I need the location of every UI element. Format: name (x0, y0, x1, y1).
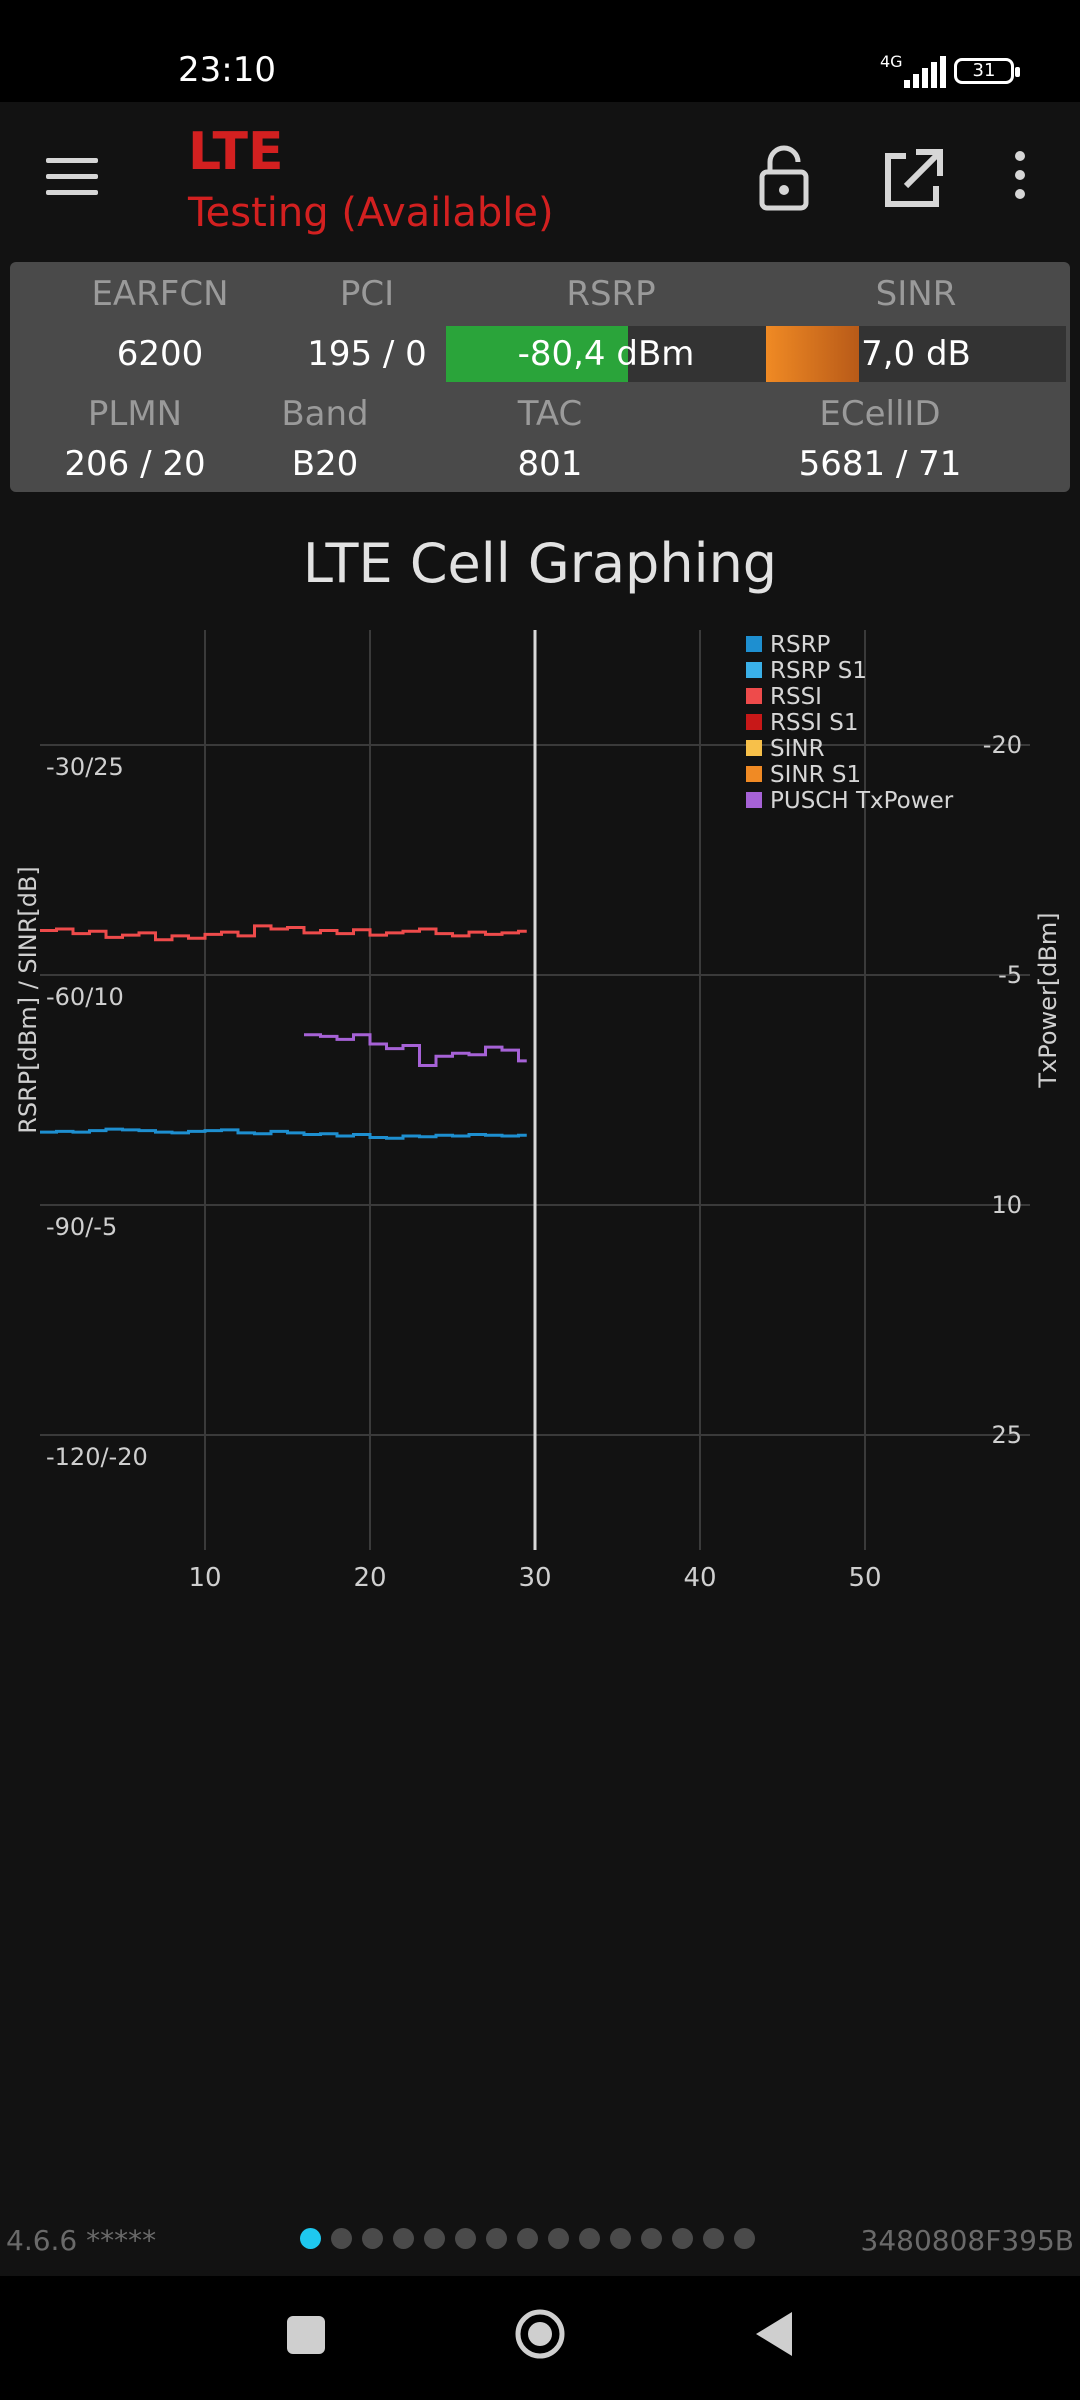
y-tick-label: -60/10 (46, 983, 124, 1011)
status-time: 23:10 (178, 50, 276, 90)
legend-swatch (746, 636, 762, 652)
recents-button[interactable] (287, 2316, 325, 2354)
legend-swatch (746, 740, 762, 756)
battery-icon: 31 (954, 58, 1020, 84)
y-tick-label: -30/25 (46, 753, 124, 781)
y-tick-label: -120/-20 (46, 1443, 148, 1471)
legend-swatch (746, 792, 762, 808)
cell-info-panel: EARFCN PCI RSRP SINR 6200 195 / 0 -80,4 … (10, 262, 1070, 492)
page-dot[interactable] (486, 2228, 507, 2249)
legend-entry: PUSCH TxPower (770, 788, 954, 814)
menu-icon[interactable] (46, 158, 98, 198)
legend-swatch (746, 662, 762, 678)
ecellid-value: 5681 / 71 (798, 444, 962, 484)
tac-value: 801 (517, 444, 583, 484)
pci-label: PCI (339, 274, 395, 314)
pci-value: 195 / 0 (307, 334, 427, 374)
sinr-label: SINR (875, 274, 957, 314)
rsrp-meter: -80,4 dBm (446, 326, 766, 382)
system-nav-bar (0, 2276, 1080, 2400)
page-dot[interactable] (455, 2228, 476, 2249)
device-id: 3480808F395B (860, 2224, 1074, 2257)
rsrp-value: -80,4 dBm (517, 334, 695, 374)
page-dot[interactable] (703, 2228, 724, 2249)
signal-icon (904, 56, 946, 88)
sinr-value: 7,0 dB (861, 334, 971, 374)
page-dot[interactable] (672, 2228, 693, 2249)
back-button[interactable] (752, 2308, 794, 2360)
tac-label: TAC (517, 394, 583, 434)
page-dot[interactable] (548, 2228, 569, 2249)
legend-entry: RSRP (770, 632, 831, 658)
home-button[interactable] (514, 2308, 566, 2360)
app-bar: LTE Testing (Available) (0, 102, 1080, 262)
graph-title: LTE Cell Graphing (302, 532, 778, 595)
y-tick-label: -90/-5 (46, 1213, 117, 1241)
band-value: B20 (291, 444, 359, 484)
page-dot[interactable] (393, 2228, 414, 2249)
page-dot[interactable] (579, 2228, 600, 2249)
page-dot[interactable] (517, 2228, 538, 2249)
page-dot[interactable] (300, 2228, 321, 2249)
legend-swatch (746, 766, 762, 782)
page-dot[interactable] (424, 2228, 445, 2249)
lte-cell-chart[interactable]: 10 20 30 40 50 -30/25 -60/10 -90/-5 -120/-20 -20 -… (0, 620, 1080, 1620)
legend-entry: RSRP S1 (770, 658, 867, 684)
series-line-rsrp (40, 1127, 527, 1140)
y2-axis-title: TxPower[dBm] (1034, 912, 1062, 1088)
sinr-meter-fill (766, 326, 859, 382)
open-external-icon[interactable] (880, 142, 944, 212)
x-tick-label: 30 (518, 1563, 551, 1593)
y2-tick-label: -5 (998, 961, 1022, 989)
page-dot[interactable] (610, 2228, 631, 2249)
x-tick-label: 50 (848, 1563, 881, 1593)
plmn-label: PLMN (87, 394, 183, 434)
legend-entry: RSSI S1 (770, 710, 859, 736)
rsrp-label: RSRP (566, 274, 656, 314)
legend-entry: RSSI (770, 684, 822, 710)
series-line-pusch-txpower (304, 1033, 527, 1067)
earfcn-label: EARFCN (91, 274, 229, 314)
x-tick-label: 10 (188, 1563, 221, 1593)
legend-entry: SINR (770, 736, 825, 762)
page-subtitle: Testing (Available) (188, 190, 554, 236)
ecellid-label: ECellID (819, 394, 941, 434)
page-dot[interactable] (641, 2228, 662, 2249)
page-dot[interactable] (362, 2228, 383, 2249)
app-version: 4.6.6 ***** (6, 2224, 157, 2257)
series-line-rssi (40, 924, 527, 942)
band-label: Band (281, 394, 369, 434)
more-vert-icon[interactable] (1004, 142, 1036, 212)
sinr-meter: 7,0 dB (766, 326, 1066, 382)
plmn-value: 206 / 20 (64, 444, 206, 484)
earfcn-value: 6200 (116, 334, 204, 374)
page-indicator[interactable] (300, 2228, 755, 2254)
y2-tick-label: 25 (991, 1421, 1022, 1449)
y2-tick-label: 10 (991, 1191, 1022, 1219)
x-tick-label: 40 (683, 1563, 716, 1593)
status-bar: 23:10 4G 31 (0, 0, 1080, 102)
page-dot[interactable] (734, 2228, 755, 2249)
y-axis-title: RSRP[dBm] / SINR[dB] (14, 866, 42, 1134)
network-type: 4G (880, 52, 903, 71)
legend-swatch (746, 688, 762, 704)
page-title: LTE (188, 122, 284, 182)
y2-tick-label: -20 (983, 731, 1022, 759)
rsrp-meter-fill (446, 326, 629, 382)
legend-swatch (746, 714, 762, 730)
lock-open-icon[interactable] (752, 142, 816, 212)
legend-entry: SINR S1 (770, 762, 861, 788)
x-tick-label: 20 (353, 1563, 386, 1593)
page-dot[interactable] (331, 2228, 352, 2249)
